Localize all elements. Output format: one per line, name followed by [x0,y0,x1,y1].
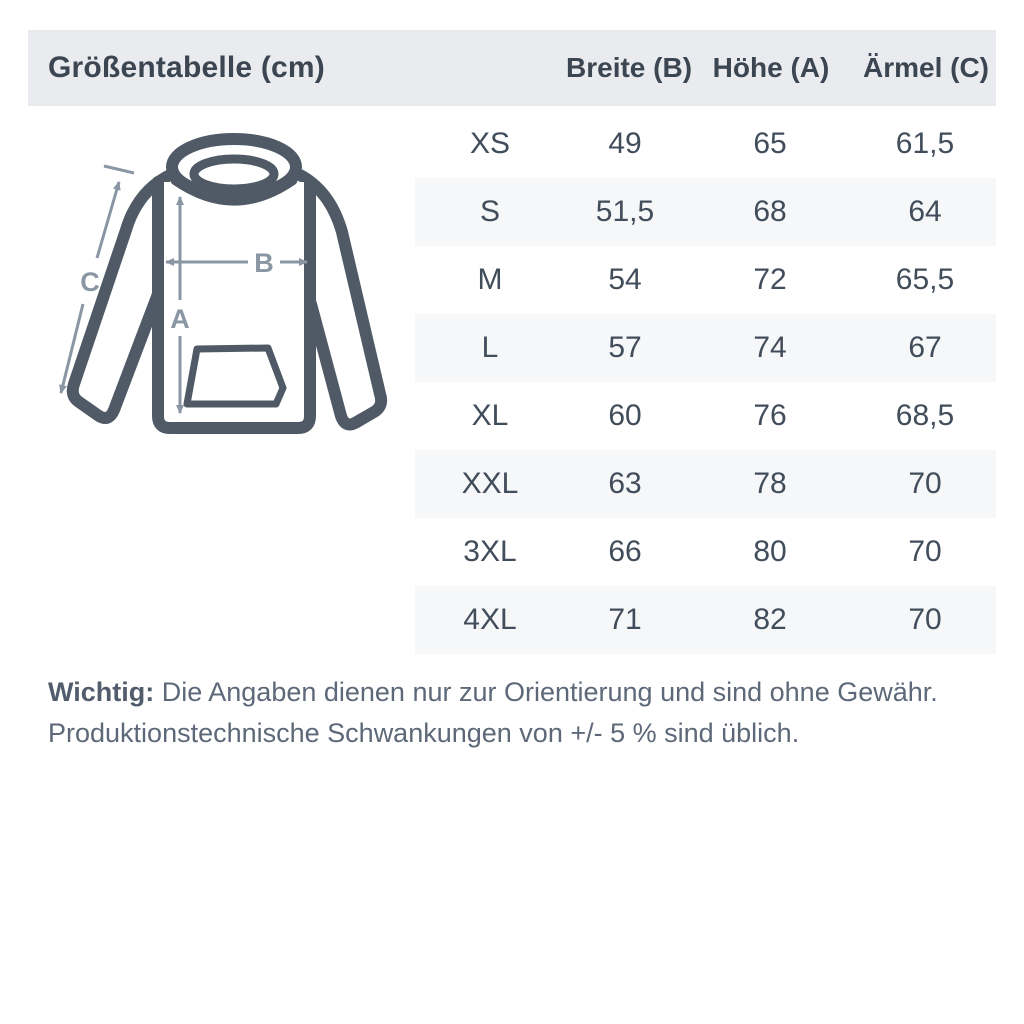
aermel-value: 65,5 [895,263,955,296]
breite-value: 49 [608,127,642,160]
breite-value: 57 [608,331,642,364]
size-label: XS [469,127,511,160]
table-row-m: M 54 72 65,5 [415,246,996,314]
aermel-value: 70 [908,467,942,500]
hoehe-value: 65 [753,127,787,160]
measure-label-c: C [80,267,100,297]
breite-value: 60 [608,399,642,432]
table-row-xs: XS 49 65 61,5 [415,110,996,178]
size-label: 3XL [463,535,517,568]
hoehe-value: 72 [753,263,787,296]
measure-label-b: B [254,248,274,278]
table-row-s: S 51,5 68 64 [415,178,996,246]
measure-tick-c [103,164,135,175]
size-label: L [481,331,499,364]
hoodie-right-sleeve [292,168,388,431]
disclaimer-text-1: Die Angaben dienen nur zur Orientierung … [154,677,938,707]
breite-value: 66 [608,535,642,568]
aermel-value: 67 [908,331,942,364]
size-label: XXL [461,467,519,500]
disclaimer-line-2: Produktionstechnische Schwankungen von +… [48,718,800,748]
page-title: Größentabelle (cm) [48,51,325,84]
size-label: XL [471,399,509,432]
table-row-xl: XL 60 76 68,5 [415,382,996,450]
hoodie-hood-inner [189,154,279,194]
hoodie-measurement-diagram: A B C [59,133,388,434]
size-label: 4XL [463,603,517,636]
hoodie-collar [170,174,298,206]
hoehe-value: 68 [753,195,787,228]
breite-value: 54 [608,263,642,296]
size-table: XS 49 65 61,5 S 51,5 68 64 M 54 72 65,5 … [415,110,996,654]
measure-arrow-c [59,164,135,394]
column-header-hoehe: Höhe (A) [712,52,830,83]
aermel-value: 68,5 [895,399,955,432]
table-row-3xl: 3XL 66 80 70 [415,518,996,586]
table-header: Größentabelle (cm) Breite (B) Höhe (A) Ä… [28,30,996,106]
size-label: S [479,195,500,228]
hoehe-value: 76 [753,399,787,432]
aermel-value: 64 [908,195,942,228]
disclaimer-note: Wichtig: Die Angaben dienen nur zur Orie… [48,672,968,754]
hoehe-value: 74 [753,331,787,364]
disclaimer-line-1: Wichtig: Die Angaben dienen nur zur Orie… [48,672,968,713]
aermel-value: 70 [908,535,942,568]
column-header-breite: Breite (B) [566,52,693,83]
table-row-l: L 57 74 67 [415,314,996,382]
hoehe-value: 80 [753,535,787,568]
hoehe-value: 82 [753,603,787,636]
size-label: M [477,263,503,296]
aermel-value: 70 [908,603,942,636]
breite-value: 63 [608,467,642,500]
hoehe-value: 78 [753,467,787,500]
disclaimer-prefix: Wichtig: [48,677,155,707]
column-header-aermel: Ärmel (C) [862,52,989,83]
breite-value: 71 [608,603,642,636]
aermel-value: 61,5 [895,127,955,160]
table-row-4xl: 4XL 71 82 70 [415,586,996,654]
hoodie-pocket [183,344,287,408]
hoodie-left-sleeve [66,168,178,424]
breite-value: 51,5 [595,195,655,228]
measure-label-a: A [170,304,190,334]
table-row-xxl: XXL 63 78 70 [415,450,996,518]
